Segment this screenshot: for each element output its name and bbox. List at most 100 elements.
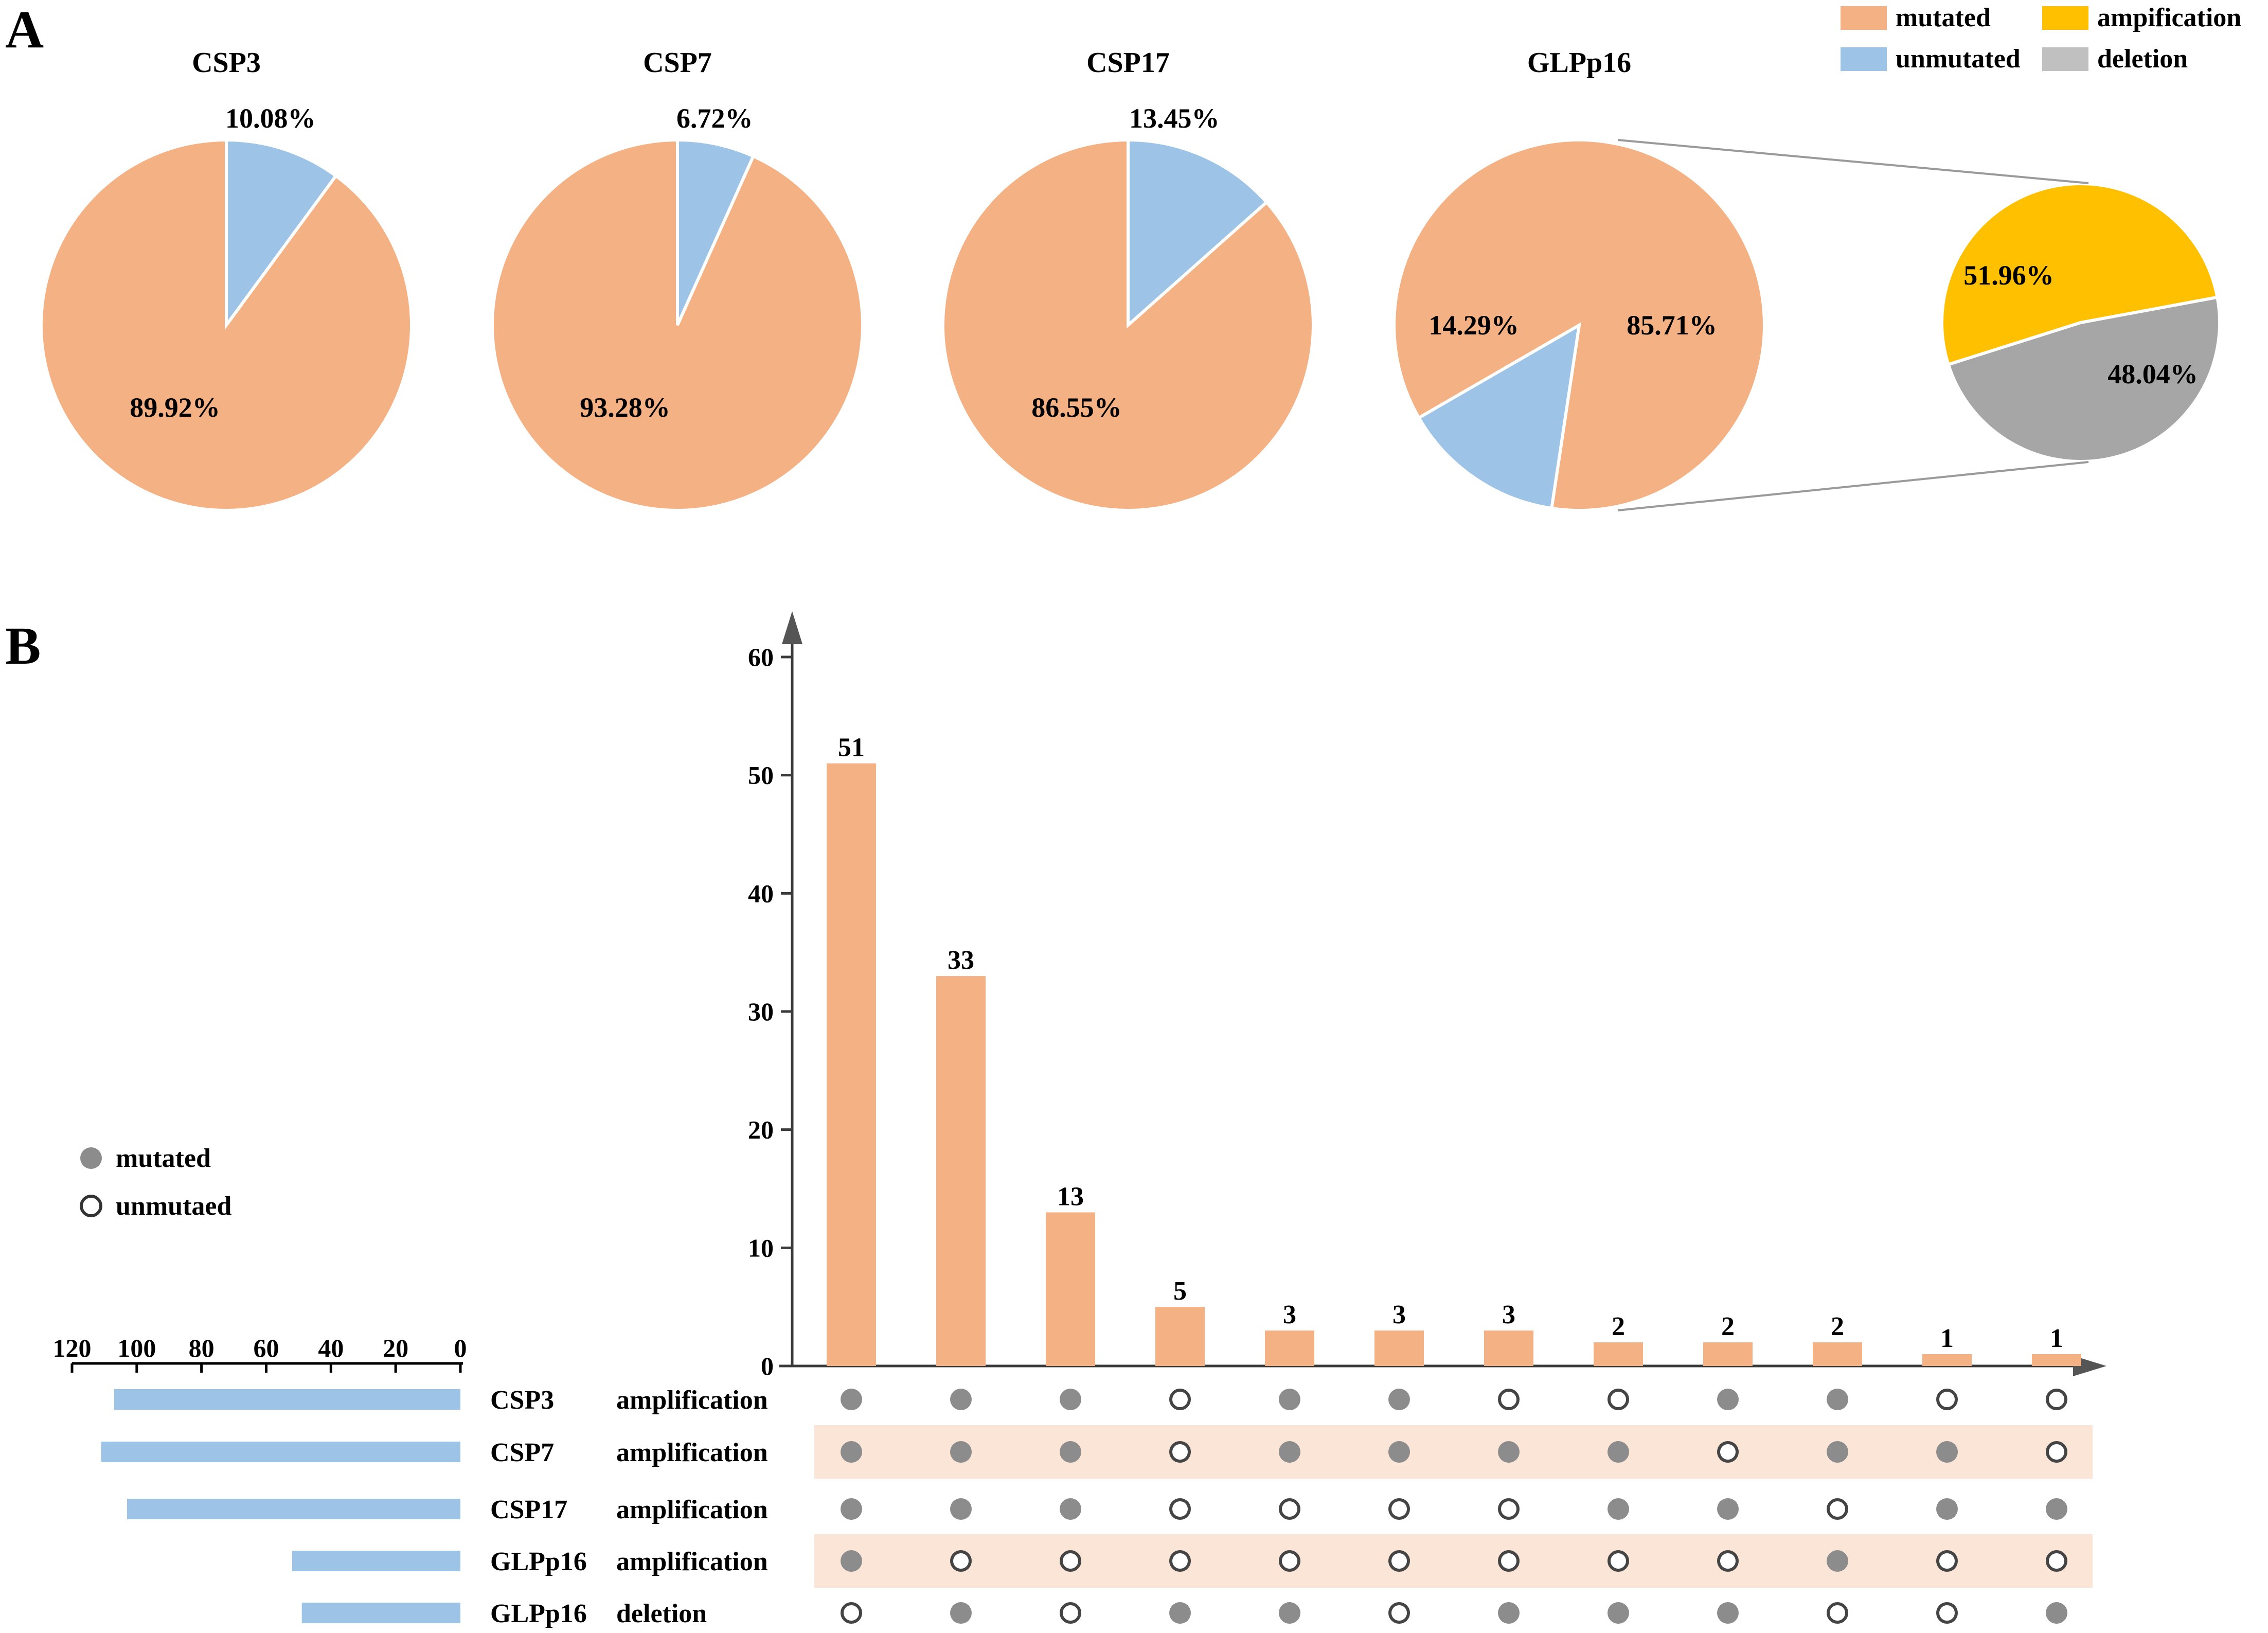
x-axis-arrow	[2073, 1356, 2106, 1376]
dot-unmutated	[1169, 1498, 1191, 1520]
row-event-label: deletion	[616, 1599, 707, 1628]
legend-swatch-mutated	[1841, 6, 1887, 30]
set-size-bar	[292, 1551, 460, 1571]
pie-slice-unmutated	[225, 138, 338, 330]
pie-3: CSP17 13.45% 86.55%	[941, 47, 1315, 512]
dot-mutated	[1498, 1602, 1520, 1624]
dot-unmutated	[1060, 1602, 1081, 1624]
dot-unmutated	[1498, 1550, 1520, 1572]
intersection-matrix	[814, 1389, 2093, 1624]
y-tick-label: 50	[748, 761, 774, 790]
pie-connector-bottom	[1617, 461, 2089, 511]
dot-mutated	[1060, 1441, 1081, 1463]
dot-mutated	[1936, 1498, 1958, 1520]
dot-mutated	[1169, 1602, 1191, 1624]
dot-unmutated	[2046, 1550, 2067, 1572]
pie-value-label: 51.96%	[1963, 260, 2054, 291]
pie-value-label: 13.45%	[1129, 103, 1220, 134]
legend-dot-unmutated	[80, 1195, 102, 1217]
bar-value-label: 51	[838, 733, 865, 762]
x-tick-label: 40	[318, 1334, 344, 1362]
dot-mutated	[1388, 1389, 1410, 1410]
dot-mutated	[1060, 1498, 1081, 1520]
x-tick-label: 60	[254, 1334, 279, 1362]
dot-unmutated	[1608, 1550, 1629, 1572]
panel-label-a: A	[5, 0, 44, 59]
set-size-bar-chart: 120 100 80 60 40 20 0 CSP3 amplification CSP7 ampl…	[53, 1334, 768, 1628]
pie-value-label: 10.08%	[225, 103, 316, 134]
dot-mutated	[1827, 1441, 1848, 1463]
bar	[1594, 1342, 1643, 1366]
dot-mutated	[841, 1550, 862, 1572]
y-tick-label: 30	[748, 997, 774, 1026]
dot-mutated	[1717, 1389, 1739, 1410]
bar-value-label: 5	[1173, 1276, 1187, 1306]
pie-connector-top	[1617, 139, 2089, 184]
pie-slice-mutated	[40, 138, 413, 512]
dot-unmutated	[1498, 1498, 1520, 1520]
dot-mutated	[1498, 1441, 1520, 1463]
dot-mutated	[1717, 1498, 1739, 1520]
row-gene-label: CSP17	[490, 1495, 567, 1524]
dot-mutated	[1608, 1498, 1629, 1520]
dot-mutated	[841, 1389, 862, 1410]
bar-value-label: 13	[1057, 1182, 1084, 1211]
dot-mutated	[1608, 1441, 1629, 1463]
y-tick-label: 20	[748, 1115, 774, 1144]
dot-unmutated	[1388, 1498, 1410, 1520]
bar	[1046, 1212, 1095, 1366]
dot-mutated	[950, 1498, 972, 1520]
bar	[936, 976, 986, 1366]
dot-unmutated	[1498, 1389, 1520, 1410]
dot-mutated	[1827, 1389, 1848, 1410]
set-size-bar	[101, 1442, 460, 1462]
dot-mutated	[2046, 1602, 2067, 1624]
x-tick-label: 80	[189, 1334, 215, 1362]
legend-swatch-amplification	[2042, 6, 2088, 30]
bar-value-label: 3	[1392, 1300, 1406, 1329]
dot-mutated	[1279, 1389, 1300, 1410]
dot-unmutated	[1936, 1602, 1958, 1624]
x-tick-label: 0	[454, 1334, 467, 1362]
row-event-label: amplification	[616, 1386, 768, 1415]
dot-unmutated	[1717, 1441, 1739, 1463]
y-tick-label: 60	[748, 643, 774, 671]
legend-swatch-unmutated	[1841, 47, 1887, 71]
bar-value-label: 2	[1612, 1312, 1625, 1341]
row-highlight	[814, 1534, 2093, 1588]
pie-2: CSP7 6.72% 93.28%	[491, 47, 864, 512]
row-gene-label: CSP3	[490, 1386, 554, 1415]
dot-unmutated	[1279, 1550, 1300, 1572]
dot-unmutated	[1279, 1498, 1300, 1520]
dot-mutated	[2046, 1498, 2067, 1520]
dot-unmutated	[841, 1602, 862, 1624]
legend-label-amplification: ampification	[2097, 3, 2241, 32]
dot-mutated	[1827, 1550, 1848, 1572]
pie-slice-unmutated	[1417, 322, 1581, 510]
pie-slice-unmutated	[1127, 138, 1269, 329]
dot-unmutated	[1936, 1550, 1958, 1572]
bar	[1155, 1307, 1205, 1366]
pie-slice-mutated	[491, 138, 864, 512]
pie-title: CSP17	[1086, 47, 1170, 79]
dot-mutated	[950, 1441, 972, 1463]
dot-unmutated	[1717, 1550, 1739, 1572]
bar-value-label: 1	[2050, 1324, 2063, 1353]
bar	[1703, 1342, 1753, 1366]
dot-unmutated	[1827, 1498, 1848, 1520]
legend-label-mutated: mutated	[1896, 3, 1991, 32]
pie-value-label: 6.72%	[676, 103, 753, 134]
dot-unmutated	[950, 1550, 972, 1572]
pie-slice-mutated	[941, 138, 1315, 512]
legend-b-label-unmutated: unmutaed	[116, 1192, 231, 1221]
pie-slice-deletion	[1946, 295, 2221, 464]
row-event-label: amplification	[616, 1547, 768, 1576]
row-gene-label: CSP7	[490, 1438, 554, 1467]
pie-slice-amplification	[1940, 182, 2219, 367]
set-size-bar	[127, 1499, 461, 1519]
set-size-bar	[301, 1603, 460, 1623]
bar-value-label: 3	[1283, 1300, 1296, 1329]
row-event-label: amplification	[616, 1495, 768, 1524]
pie-slice-unmutated	[676, 138, 756, 326]
pie-value-label: 14.29%	[1428, 310, 1519, 341]
